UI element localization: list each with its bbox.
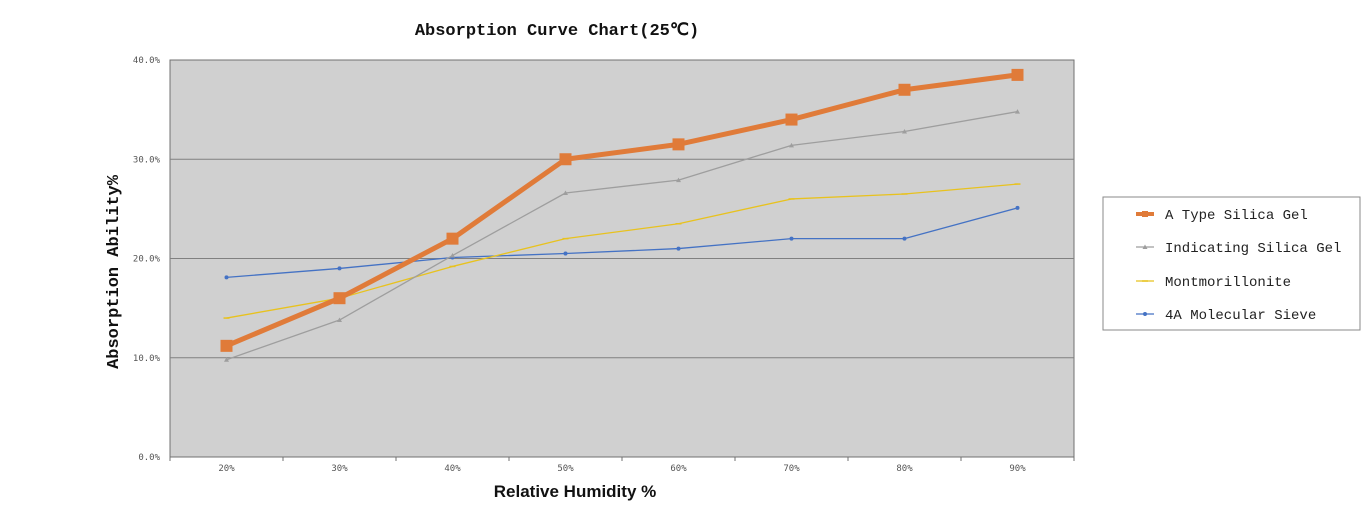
gridlines bbox=[170, 158, 1074, 359]
data-point bbox=[337, 317, 342, 323]
x-tick-label: 40% bbox=[444, 464, 461, 474]
data-point bbox=[224, 357, 229, 362]
data-point bbox=[1011, 68, 1024, 81]
y-tick-label: 30.0% bbox=[133, 155, 161, 165]
legend-label: Montmorillonite bbox=[1165, 275, 1291, 291]
data-point bbox=[224, 275, 229, 280]
x-tick-label: 30% bbox=[331, 464, 348, 474]
data-point bbox=[1142, 211, 1148, 217]
legend-label: 4A Molecular Sieve bbox=[1165, 308, 1316, 324]
data-point bbox=[902, 236, 907, 241]
data-point bbox=[1015, 109, 1020, 114]
data-point bbox=[1015, 205, 1020, 210]
chart-title: Absorption Curve Chart(25℃) bbox=[415, 22, 699, 41]
data-point bbox=[450, 253, 455, 258]
series-indicating-silica-gel bbox=[224, 109, 1020, 362]
y-tick-label: 40.0% bbox=[133, 56, 161, 66]
data-point bbox=[676, 177, 681, 183]
data-point bbox=[559, 153, 572, 166]
data-point bbox=[563, 251, 568, 256]
legend-item: Montmorillonite bbox=[1136, 275, 1291, 291]
data-point bbox=[1142, 244, 1148, 249]
legend-box bbox=[1102, 196, 1361, 331]
x-tick-label: 90% bbox=[1009, 464, 1026, 474]
data-point bbox=[676, 246, 681, 251]
y-axis-label: Absorption Ability% bbox=[105, 174, 124, 369]
legend: A Type Silica Gel Indicating Silica Gel Mo… bbox=[1102, 196, 1361, 331]
y-tick-label: 0.0% bbox=[138, 453, 160, 463]
x-tick-label: 80% bbox=[896, 464, 913, 474]
legend-label: Indicating Silica Gel bbox=[1165, 241, 1341, 257]
series-line bbox=[226, 183, 1018, 319]
legend-item: A Type Silica Gel bbox=[1136, 208, 1308, 224]
data-point bbox=[785, 113, 798, 126]
series-line bbox=[225, 72, 1018, 349]
series-line bbox=[226, 110, 1018, 361]
x-axis-ticks: 20% 30% 40% 50% 60% 70% 80% 90% bbox=[169, 457, 1075, 474]
legend-item: 4A Molecular Sieve bbox=[1136, 308, 1316, 324]
y-axis-ticks: 0.0% 10.0% 20.0% 30.0% 40.0% bbox=[133, 56, 161, 463]
data-point bbox=[898, 83, 911, 96]
data-point bbox=[789, 142, 794, 148]
data-point bbox=[446, 232, 459, 245]
data-point bbox=[1143, 312, 1147, 316]
series-a-type-silica-gel bbox=[220, 68, 1024, 352]
y-tick-label: 20.0% bbox=[133, 255, 161, 265]
x-tick-label: 70% bbox=[783, 464, 800, 474]
series-layer bbox=[220, 68, 1024, 362]
x-axis-label: Relative Humidity % bbox=[494, 482, 657, 501]
data-point bbox=[220, 339, 233, 352]
data-point bbox=[902, 128, 907, 134]
x-tick-label: 20% bbox=[218, 464, 235, 474]
x-tick-label: 60% bbox=[670, 464, 687, 474]
data-point bbox=[789, 236, 794, 241]
x-tick-label: 50% bbox=[557, 464, 574, 474]
data-point bbox=[563, 190, 568, 195]
legend-item: Indicating Silica Gel bbox=[1136, 241, 1341, 257]
series-line bbox=[226, 207, 1018, 279]
data-point bbox=[672, 138, 685, 151]
data-point bbox=[333, 292, 346, 305]
series-4a-molecular-sieve bbox=[224, 205, 1020, 280]
legend-label: A Type Silica Gel bbox=[1165, 208, 1308, 224]
y-tick-label: 10.0% bbox=[133, 354, 161, 364]
data-point bbox=[337, 266, 342, 271]
